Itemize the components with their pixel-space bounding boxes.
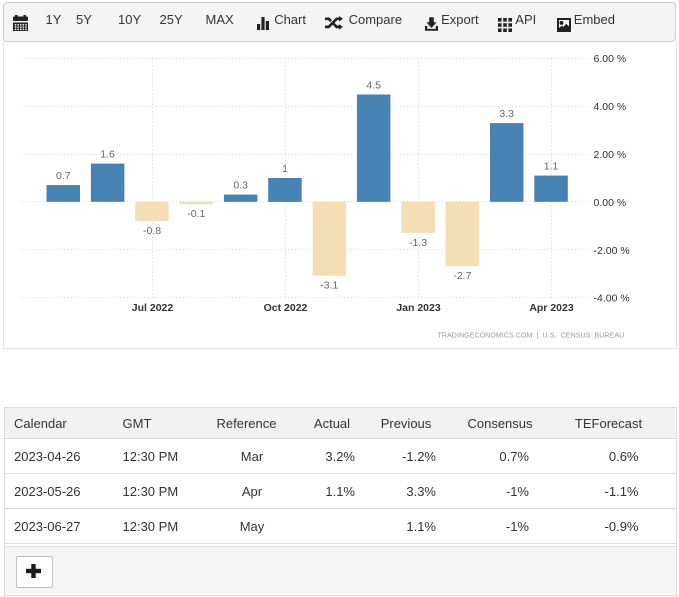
svg-text:1.1: 1.1: [544, 161, 559, 173]
svg-text:0.7: 0.7: [56, 170, 71, 182]
svg-text:0.3: 0.3: [233, 180, 248, 192]
svg-text:-2.00 %: -2.00 %: [594, 245, 630, 257]
svg-text:4.5: 4.5: [366, 80, 381, 92]
svg-text:0.00 %: 0.00 %: [594, 197, 627, 209]
svg-text:-2.7: -2.7: [453, 270, 471, 282]
svg-text:-1.3: -1.3: [409, 237, 427, 249]
svg-text:1: 1: [282, 163, 288, 175]
svg-text:-3.1: -3.1: [320, 280, 338, 292]
svg-text:2.00 %: 2.00 %: [594, 149, 627, 161]
svg-text:4.00 %: 4.00 %: [594, 101, 627, 113]
svg-text:3.3: 3.3: [499, 108, 514, 120]
svg-text:6.00 %: 6.00 %: [594, 53, 627, 65]
svg-text:-0.1: -0.1: [187, 208, 205, 220]
svg-text:Jul 2022: Jul 2022: [132, 302, 174, 314]
svg-text:1.6: 1.6: [100, 149, 115, 161]
svg-text:Oct 2022: Oct 2022: [264, 302, 308, 314]
svg-text:TRADINGECONOMICS.COM | U.S.: TRADINGECONOMICS.COM | U.S. CENSUS BUREA…: [438, 333, 625, 340]
svg-text:-4.00 %: -4.00 %: [594, 293, 630, 305]
svg-text:-0.8: -0.8: [143, 225, 161, 237]
svg-text:Jan 2023: Jan 2023: [396, 302, 441, 314]
svg-text:Apr 2023: Apr 2023: [529, 302, 574, 314]
